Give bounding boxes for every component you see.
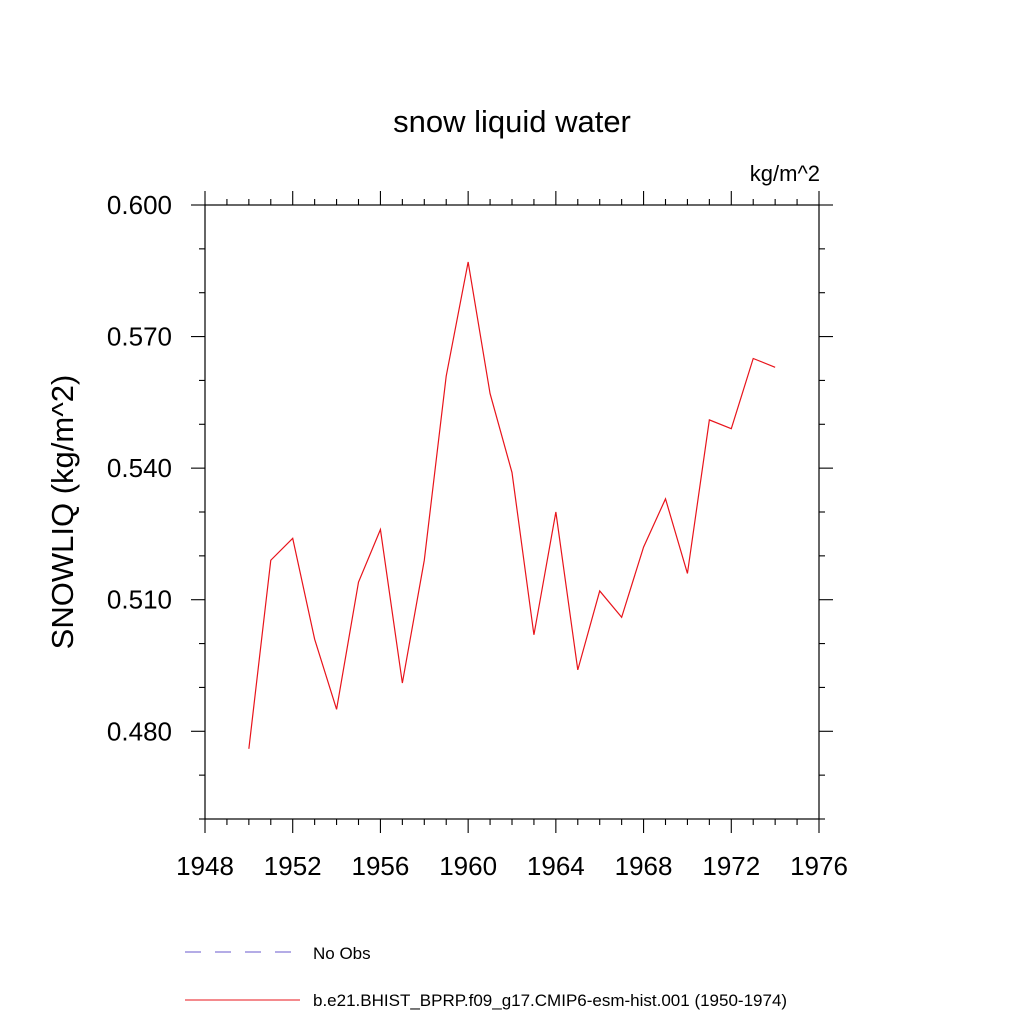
y-tick-label: 0.480 [107,716,172,746]
y-axis-label: SNOWLIQ (kg/m^2) [45,375,80,650]
y-tick-label: 0.510 [107,585,172,615]
x-tick-label: 1964 [527,851,585,881]
units-label: kg/m^2 [750,161,820,186]
chart-title: snow liquid water [393,104,631,139]
x-tick-label: 1968 [615,851,673,881]
series-line-1 [248,261,776,749]
x-tick-label: 1948 [176,851,234,881]
legend-label-no-obs: No Obs [313,944,371,963]
x-tick-label: 1976 [790,851,848,881]
y-tick-label: 0.570 [107,322,172,352]
legend: No Obs b.e21.BHIST_BPRP.f09_g17.CMIP6-es… [185,944,787,1010]
series-layer [248,261,776,749]
x-tick-label: 1952 [264,851,322,881]
y-tick-label: 0.540 [107,453,172,483]
plot-frame [204,204,820,820]
y-tick-label: 0.600 [107,190,172,220]
x-tick-label: 1972 [702,851,760,881]
x-tick-label: 1956 [352,851,410,881]
plot-area: 1948 1952 1956 1960 1964 1968 1972 1976 0.480 0.5… [107,190,848,881]
axis-ticks [191,191,833,833]
axis-tick-labels: 1948 1952 1956 1960 1964 1968 1972 1976 0.480 0.5… [107,190,848,881]
x-tick-label: 1960 [439,851,497,881]
legend-label-model-run: b.e21.BHIST_BPRP.f09_g17.CMIP6-esm-hist.… [313,991,787,1010]
